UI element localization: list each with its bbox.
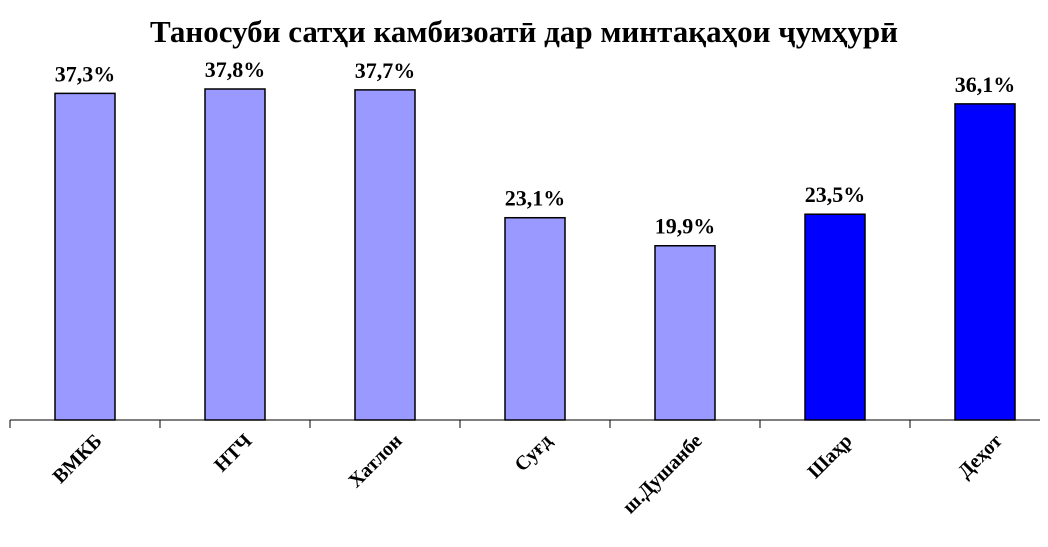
x-tick-label: ВМКБ <box>49 430 107 488</box>
x-tick-label: Суғд <box>510 430 556 476</box>
x-tick-label: НТЧ <box>210 430 257 477</box>
value-label: 37,3% <box>55 61 116 86</box>
x-tick-label: Хатлон <box>344 430 406 492</box>
x-tick-label: Деҳот <box>954 430 1007 483</box>
chart-title: Таносуби сатҳи камбизоатӣ дар минтақаҳои… <box>150 14 898 49</box>
x-tick-label: Шаҳр <box>803 430 856 483</box>
value-label: 37,8% <box>205 57 266 82</box>
value-label: 36,1% <box>955 72 1016 97</box>
bar <box>54 92 116 421</box>
bar <box>504 216 566 421</box>
value-label: 37,7% <box>355 58 416 83</box>
bar <box>204 88 266 421</box>
bar <box>354 89 416 421</box>
value-label: 23,5% <box>805 182 866 207</box>
bar <box>954 103 1016 421</box>
bar <box>804 213 866 421</box>
value-label: 23,1% <box>505 186 566 211</box>
x-tick-label: ш.Душанбе <box>618 430 706 518</box>
bar <box>654 244 716 421</box>
value-label: 19,9% <box>655 214 716 239</box>
